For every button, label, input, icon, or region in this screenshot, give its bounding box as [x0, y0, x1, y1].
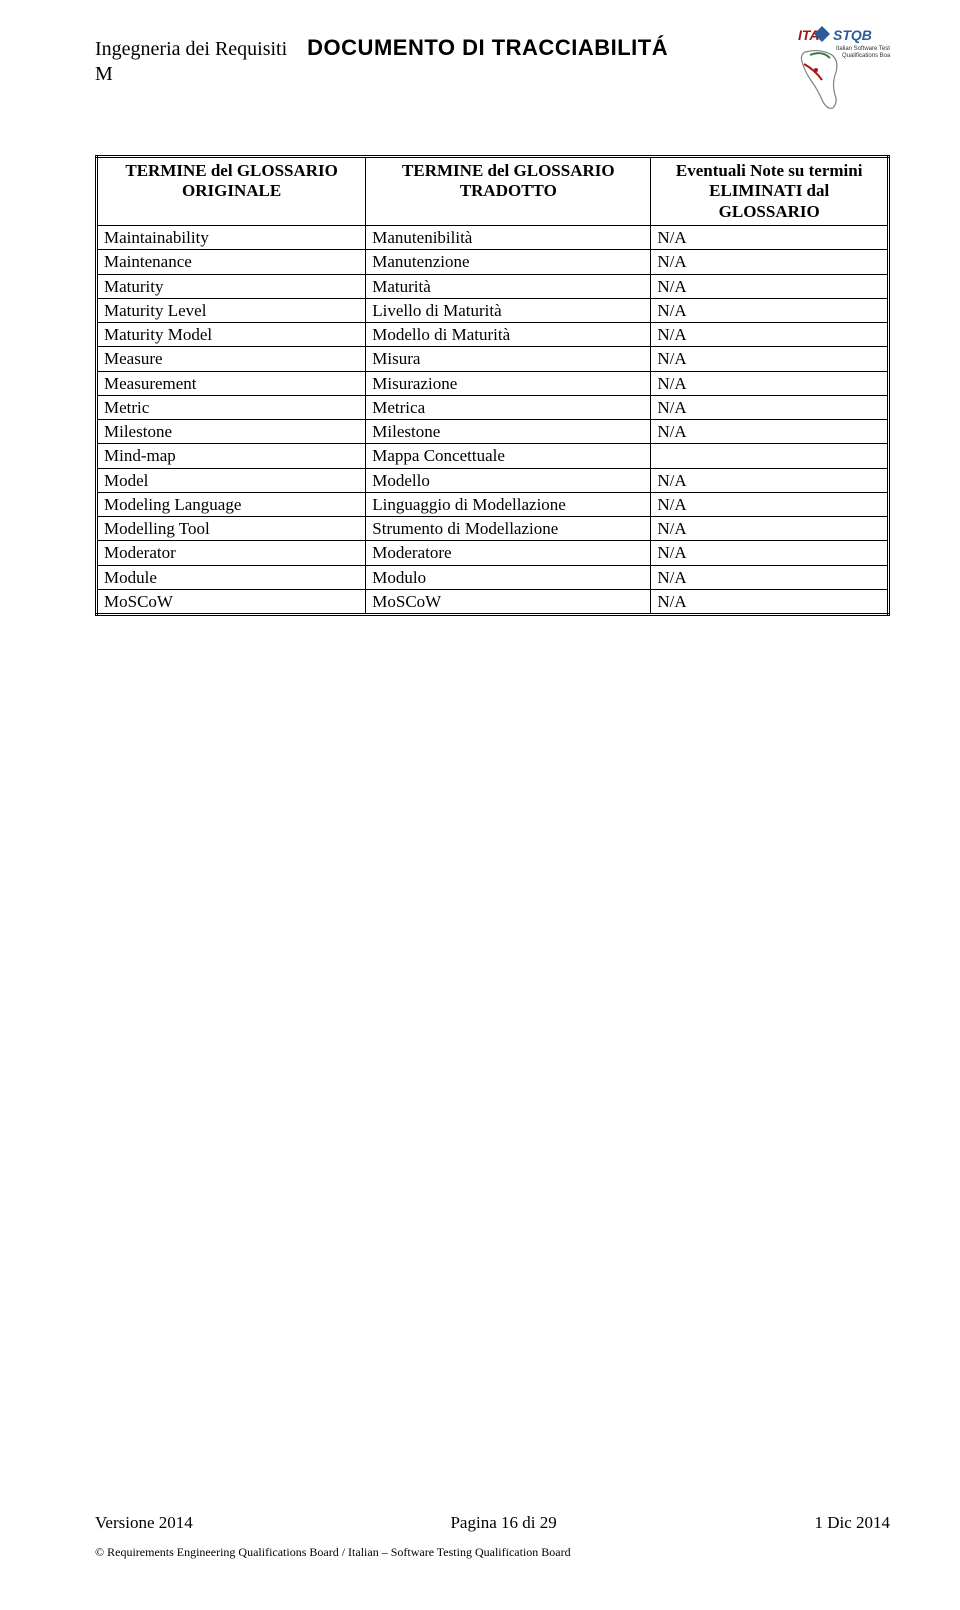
cell-note: N/A	[651, 298, 889, 322]
cell-originale: Maturity Model	[97, 323, 366, 347]
footer-copyright: © Requirements Engineering Qualification…	[95, 1545, 890, 1560]
cell-note: N/A	[651, 492, 889, 516]
cell-originale: MoSCoW	[97, 589, 366, 614]
cell-tradotto: Misurazione	[366, 371, 651, 395]
cell-note: N/A	[651, 226, 889, 250]
table-row: Modeling LanguageLinguaggio di Modellazi…	[97, 492, 889, 516]
cell-originale: Moderator	[97, 541, 366, 565]
table-header-row: TERMINE del GLOSSARIO ORIGINALE TERMINE …	[97, 157, 889, 226]
table-row: MoSCoWMoSCoWN/A	[97, 589, 889, 614]
cell-originale: Modeling Language	[97, 492, 366, 516]
cell-originale: Modelling Tool	[97, 517, 366, 541]
header-text: TRADOTTO	[460, 181, 557, 200]
cell-tradotto: Misura	[366, 347, 651, 371]
table-row: ModelModelloN/A	[97, 468, 889, 492]
cell-note: N/A	[651, 395, 889, 419]
footer-page: Pagina 16 di 29	[450, 1513, 556, 1533]
table-row: ModuleModuloN/A	[97, 565, 889, 589]
cell-tradotto: Maturità	[366, 274, 651, 298]
cell-note: N/A	[651, 420, 889, 444]
cell-originale: Mind-map	[97, 444, 366, 468]
cell-originale: Model	[97, 468, 366, 492]
table-row: Maturity ModelModello di MaturitàN/A	[97, 323, 889, 347]
table-row: MaintainabilityManutenibilitàN/A	[97, 226, 889, 250]
cell-note: N/A	[651, 541, 889, 565]
cell-note: N/A	[651, 347, 889, 371]
cell-tradotto: Modulo	[366, 565, 651, 589]
doc-title: DOCUMENTO DI TRACCIABILITÁ	[307, 35, 668, 61]
table-row: MaturityMaturitàN/A	[97, 274, 889, 298]
page-header: Ingegneria dei Requisiti DOCUMENTO DI TR…	[95, 35, 890, 115]
cell-note: N/A	[651, 565, 889, 589]
header-text: TERMINE del GLOSSARIO	[125, 161, 338, 180]
table-row: Mind-mapMappa Concettuale	[97, 444, 889, 468]
glossary-table: TERMINE del GLOSSARIO ORIGINALE TERMINE …	[95, 155, 890, 616]
footer-date: 1 Dic 2014	[814, 1513, 890, 1533]
cell-tradotto: Moderatore	[366, 541, 651, 565]
cell-tradotto: Mappa Concettuale	[366, 444, 651, 468]
table-row: ModeratorModeratoreN/A	[97, 541, 889, 565]
svg-text:STQB: STQB	[833, 27, 872, 43]
svg-text:Qualifications Board: Qualifications Board	[842, 53, 890, 59]
cell-originale: Measure	[97, 347, 366, 371]
page-footer: Versione 2014 Pagina 16 di 29 1 Dic 2014…	[95, 1513, 890, 1560]
cell-note	[651, 444, 889, 468]
header-text: ELIMINATI dal GLOSSARIO	[709, 181, 829, 220]
cell-tradotto: Linguaggio di Modellazione	[366, 492, 651, 516]
header-col-tradotto: TERMINE del GLOSSARIO TRADOTTO	[366, 157, 651, 226]
cell-originale: Metric	[97, 395, 366, 419]
table-row: Modelling ToolStrumento di ModellazioneN…	[97, 517, 889, 541]
cell-tradotto: Milestone	[366, 420, 651, 444]
cell-tradotto: MoSCoW	[366, 589, 651, 614]
cell-note: N/A	[651, 468, 889, 492]
cell-originale: Maturity Level	[97, 298, 366, 322]
cell-note: N/A	[651, 323, 889, 347]
table-row: MeasurementMisurazioneN/A	[97, 371, 889, 395]
istqb-logo: ITA STQB Italian Software Testing Qualif…	[760, 20, 890, 115]
section-letter: M	[95, 63, 760, 86]
table-row: MilestoneMilestoneN/A	[97, 420, 889, 444]
cell-note: N/A	[651, 371, 889, 395]
cell-originale: Milestone	[97, 420, 366, 444]
cell-note: N/A	[651, 517, 889, 541]
cell-tradotto: Livello di Maturità	[366, 298, 651, 322]
cell-originale: Maintainability	[97, 226, 366, 250]
table-row: Maturity LevelLivello di MaturitàN/A	[97, 298, 889, 322]
header-col-note: Eventuali Note su termini ELIMINATI dal …	[651, 157, 889, 226]
svg-text:Italian Software Testing: Italian Software Testing	[836, 46, 890, 52]
header-text: ORIGINALE	[182, 181, 281, 200]
cell-note: N/A	[651, 250, 889, 274]
cell-originale: Maintenance	[97, 250, 366, 274]
footer-version: Versione 2014	[95, 1513, 193, 1533]
doc-subject: Ingegneria dei Requisiti	[95, 38, 287, 61]
header-text: TERMINE del GLOSSARIO	[402, 161, 615, 180]
cell-tradotto: Strumento di Modellazione	[366, 517, 651, 541]
cell-originale: Maturity	[97, 274, 366, 298]
cell-tradotto: Metrica	[366, 395, 651, 419]
header-col-originale: TERMINE del GLOSSARIO ORIGINALE	[97, 157, 366, 226]
table-row: MeasureMisuraN/A	[97, 347, 889, 371]
cell-note: N/A	[651, 274, 889, 298]
cell-note: N/A	[651, 589, 889, 614]
cell-originale: Module	[97, 565, 366, 589]
cell-tradotto: Modello	[366, 468, 651, 492]
header-text: Eventuali Note su termini	[676, 161, 863, 180]
cell-tradotto: Modello di Maturità	[366, 323, 651, 347]
cell-originale: Measurement	[97, 371, 366, 395]
table-row: MaintenanceManutenzioneN/A	[97, 250, 889, 274]
table-row: MetricMetricaN/A	[97, 395, 889, 419]
cell-tradotto: Manutenibilità	[366, 226, 651, 250]
cell-tradotto: Manutenzione	[366, 250, 651, 274]
